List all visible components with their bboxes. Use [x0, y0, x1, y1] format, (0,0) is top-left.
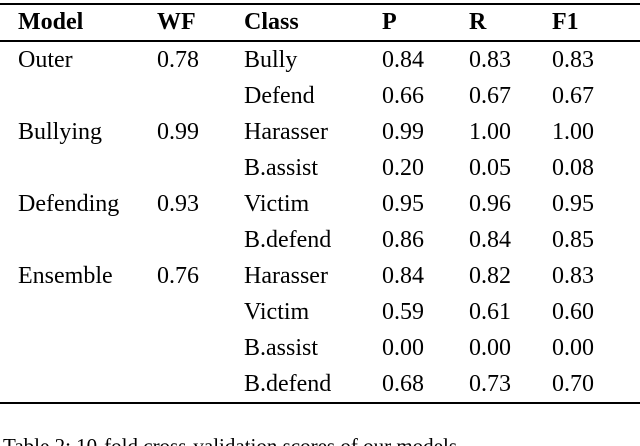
column-header-p: P [382, 4, 469, 42]
cell-class: Victim [244, 190, 310, 217]
cell-model [0, 150, 157, 186]
cell-p: 0.59 [382, 298, 424, 325]
table-row: Bullying 0.99 Harasser 0.99 1.00 1.00 [0, 114, 640, 150]
cell-class: B.defend [244, 226, 332, 253]
cell-f1: 0.83 [552, 262, 594, 289]
cell-p: 0.95 [382, 190, 424, 217]
cell-wf [157, 366, 244, 403]
cell-model: Defending [18, 190, 120, 217]
cell-class: Defend [244, 82, 315, 109]
cell-wf: 0.99 [157, 118, 199, 145]
cell-f1: 0.83 [552, 46, 594, 73]
column-header-class: Class [244, 4, 382, 42]
table-row: Ensemble 0.76 Harasser 0.84 0.82 0.83 [0, 258, 640, 294]
cell-r: 1.00 [469, 118, 511, 145]
cell-model [0, 222, 157, 258]
results-table: Model WF Class P R F1 Outer 0.78 Bully 0… [0, 3, 640, 404]
cell-p: 0.20 [382, 154, 424, 181]
cell-r: 0.96 [469, 190, 511, 217]
cell-wf [157, 330, 244, 366]
cell-model [0, 294, 157, 330]
cell-f1: 0.85 [552, 226, 594, 253]
cell-model [0, 366, 157, 403]
column-header-f1: F1 [552, 4, 640, 42]
cell-wf [157, 222, 244, 258]
cell-model [0, 78, 157, 114]
cell-f1: 0.00 [552, 334, 594, 361]
table-row: B.assist 0.00 0.00 0.00 [0, 330, 640, 366]
column-header-model: Model [0, 4, 157, 42]
cell-model: Bullying [18, 118, 103, 145]
cell-wf [157, 150, 244, 186]
cell-p: 0.99 [382, 118, 424, 145]
table-row: Defend 0.66 0.67 0.67 [0, 78, 640, 114]
table-row: Defending 0.93 Victim 0.95 0.96 0.95 [0, 186, 640, 222]
cell-wf: 0.78 [157, 46, 199, 73]
table-row: B.defend 0.68 0.73 0.70 [0, 366, 640, 403]
cell-r: 0.61 [469, 298, 511, 325]
cell-model: Ensemble [18, 262, 113, 289]
table-row: Outer 0.78 Bully 0.84 0.83 0.83 [0, 41, 640, 78]
cell-p: 0.68 [382, 370, 424, 397]
cell-f1: 0.08 [552, 154, 594, 181]
cell-r: 0.67 [469, 82, 511, 109]
table-row: B.defend 0.86 0.84 0.85 [0, 222, 640, 258]
cell-model: Outer [18, 46, 73, 73]
cell-p: 0.84 [382, 46, 424, 73]
cell-f1: 0.67 [552, 82, 594, 109]
cell-r: 0.05 [469, 154, 511, 181]
cell-r: 0.00 [469, 334, 511, 361]
cell-class: B.assist [244, 334, 319, 361]
header-row: Model WF Class P R F1 [0, 4, 640, 42]
table-caption: Table 2: 10-fold cross-validation scores… [3, 434, 458, 446]
table-row: Victim 0.59 0.61 0.60 [0, 294, 640, 330]
cell-class: B.assist [244, 154, 319, 181]
table-row: B.assist 0.20 0.05 0.08 [0, 150, 640, 186]
cell-p: 0.86 [382, 226, 424, 253]
column-header-wf: WF [157, 4, 244, 42]
cell-p: 0.84 [382, 262, 424, 289]
cell-f1: 0.95 [552, 190, 594, 217]
cell-r: 0.83 [469, 46, 511, 73]
cell-wf [157, 294, 244, 330]
cell-class: B.defend [244, 370, 332, 397]
cell-p: 0.00 [382, 334, 424, 361]
cell-f1: 1.00 [552, 118, 594, 145]
cell-f1: 0.60 [552, 298, 594, 325]
cell-class: Bully [244, 46, 298, 73]
cell-wf: 0.93 [157, 190, 199, 217]
cell-class: Victim [244, 298, 310, 325]
cell-p: 0.66 [382, 82, 424, 109]
cell-r: 0.82 [469, 262, 511, 289]
cell-wf: 0.76 [157, 262, 199, 289]
cell-class: Harasser [244, 262, 328, 289]
column-header-r: R [469, 4, 552, 42]
cell-wf [157, 78, 244, 114]
cell-r: 0.84 [469, 226, 511, 253]
cell-class: Harasser [244, 118, 328, 145]
cell-model [0, 330, 157, 366]
cell-r: 0.73 [469, 370, 511, 397]
cell-f1: 0.70 [552, 370, 594, 397]
